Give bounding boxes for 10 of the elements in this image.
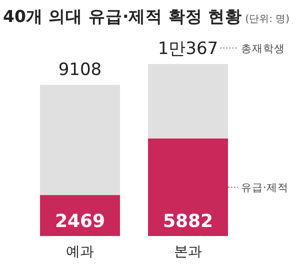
x-tick-label: 예과: [66, 244, 94, 260]
data-label: 5882: [162, 211, 214, 232]
total-label: 1만367: [158, 39, 218, 59]
x-tick-label: 본과: [174, 244, 202, 260]
series-name: 총재학생: [241, 43, 285, 55]
title: 40개 의대 유급·제적 확정 현황: [3, 7, 242, 26]
total-label: 9108: [58, 60, 102, 80]
subtitle: (단위: 명): [245, 14, 290, 25]
series-name: 유급·제적: [241, 182, 288, 194]
data-label: 2469: [54, 211, 106, 232]
